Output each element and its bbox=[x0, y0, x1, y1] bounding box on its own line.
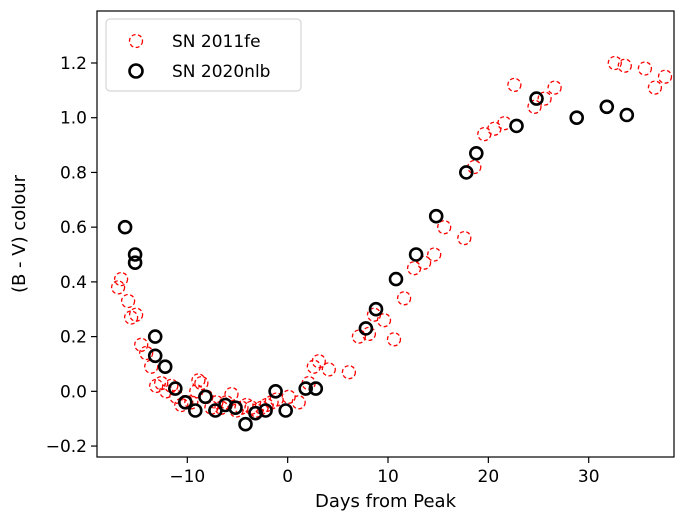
x-axis-ticks: −10 0 10 20 30 bbox=[169, 457, 599, 487]
y-axis-ticks: −0.2 0.0 0.2 0.4 0.6 0.8 1.0 1.2 bbox=[46, 54, 97, 457]
x-axis-title: Days from Peak bbox=[315, 491, 457, 512]
legend-label-sn2011fe: SN 2011fe bbox=[172, 32, 261, 52]
y-tick-label: −0.2 bbox=[46, 437, 87, 457]
legend-label-sn2020nlb: SN 2020nlb bbox=[172, 62, 270, 82]
x-tick-label: 10 bbox=[377, 467, 399, 487]
y-tick-label: 0.8 bbox=[60, 163, 87, 183]
x-tick-label: 20 bbox=[478, 467, 500, 487]
y-tick-label: 0.0 bbox=[60, 382, 87, 402]
y-tick-label: 0.2 bbox=[60, 328, 87, 348]
x-tick-label: −10 bbox=[169, 467, 205, 487]
y-tick-label: 1.2 bbox=[60, 54, 87, 74]
x-tick-label: 0 bbox=[282, 467, 293, 487]
y-axis-title: (B - V) colour bbox=[9, 174, 30, 293]
y-tick-label: 0.4 bbox=[60, 273, 87, 293]
y-tick-label: 0.6 bbox=[60, 218, 87, 238]
x-tick-label: 30 bbox=[578, 467, 600, 487]
legend: SN 2011fe SN 2020nlb bbox=[106, 19, 301, 91]
y-tick-label: 1.0 bbox=[60, 109, 87, 129]
